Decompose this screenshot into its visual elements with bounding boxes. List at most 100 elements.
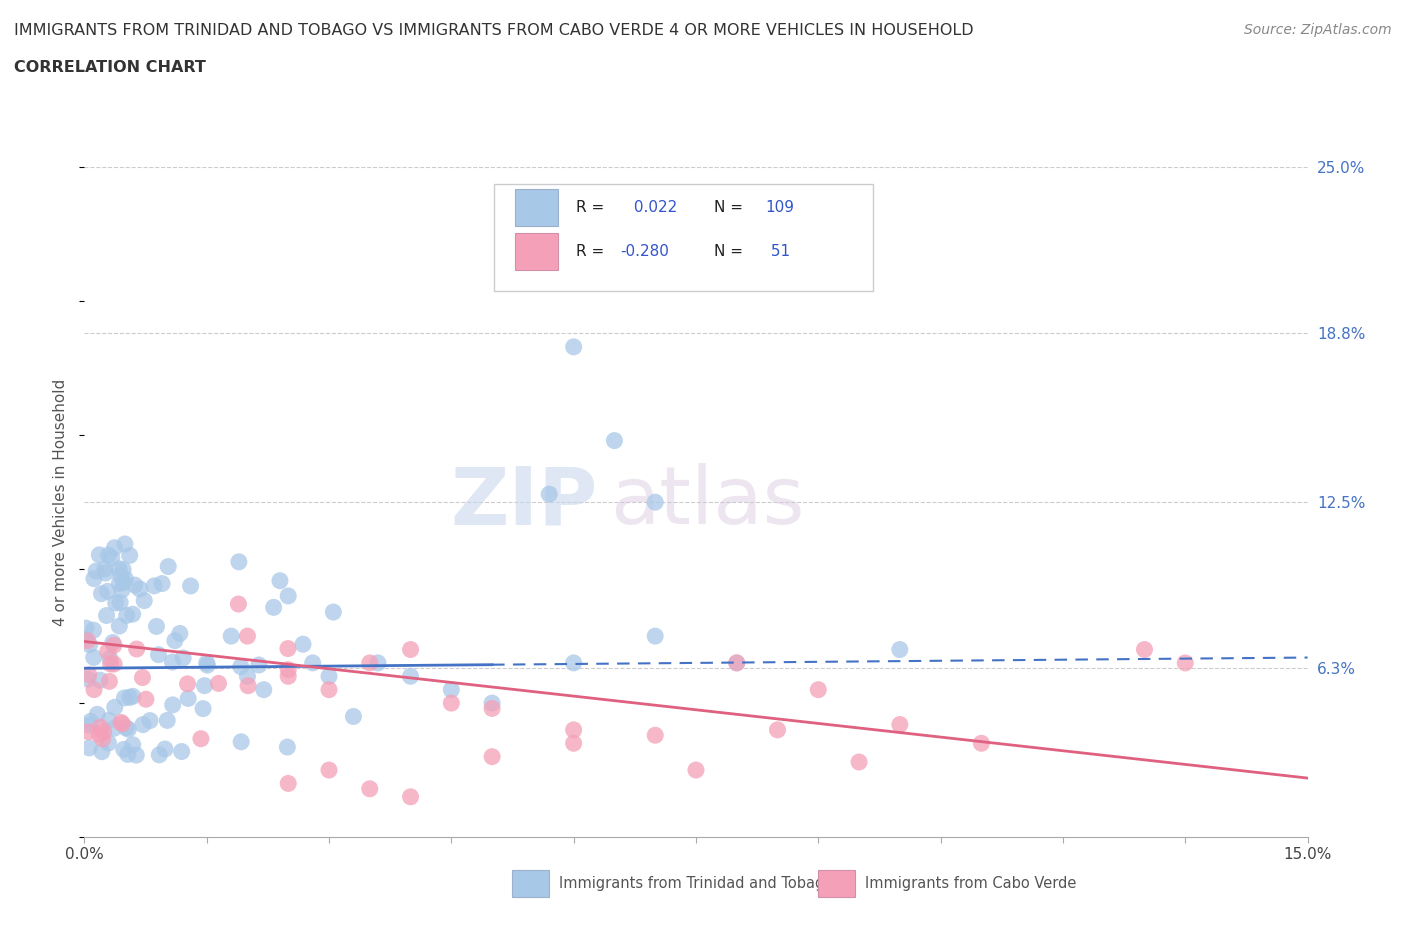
Point [219,629,242,644]
Point [644,629,666,644]
Point [114,690,136,705]
Text: 109: 109 [766,200,794,215]
Point [117,722,139,737]
Point [97,644,120,659]
Point [108,618,131,633]
Point [440,696,463,711]
Point [644,728,666,743]
Point [73,631,96,646]
Point [231,735,253,750]
Point [766,723,789,737]
Point [193,678,215,693]
Text: R =: R = [576,244,609,259]
Point [481,750,503,764]
Point [190,731,212,746]
Point [269,573,291,588]
Text: Source: ZipAtlas.com: Source: ZipAtlas.com [1244,23,1392,37]
Point [75,620,97,635]
Point [108,576,131,591]
Point [89,548,111,563]
Point [889,642,911,657]
Point [195,656,218,671]
Point [481,696,503,711]
Point [277,776,299,790]
Point [440,683,463,698]
Point [101,551,124,565]
Point [562,736,585,751]
Text: atlas: atlas [610,463,804,541]
Point [163,633,186,648]
Point [104,700,127,715]
Point [77,740,100,755]
Point [114,537,136,551]
Point [103,638,125,653]
Point [83,650,105,665]
Point [84,564,107,578]
Point [115,608,138,623]
Text: -0.280: -0.280 [620,244,669,259]
Point [89,727,111,742]
Point [399,790,422,804]
Point [83,682,105,697]
Point [97,713,120,728]
Point [359,781,381,796]
Point [399,669,422,684]
Point [263,600,285,615]
Text: Immigrants from Trinidad and Tobago: Immigrants from Trinidad and Tobago [560,876,834,891]
Point [143,578,166,593]
Point [562,339,585,354]
Point [301,656,323,671]
Point [110,568,132,583]
Point [277,662,299,677]
Point [112,575,135,590]
Bar [513,870,550,897]
Point [77,668,100,683]
Point [91,732,114,747]
Text: 0.022: 0.022 [628,200,676,215]
Point [562,656,585,671]
Point [89,720,111,735]
Point [148,748,170,763]
Point [236,678,259,693]
Point [148,647,170,662]
Point [128,581,150,596]
Point [103,721,125,736]
Point [162,698,184,712]
Point [359,656,381,671]
Point [807,683,830,698]
Point [197,658,219,672]
Point [97,584,120,599]
Point [134,593,156,608]
Point [562,723,585,737]
Point [135,692,157,707]
Point [112,563,135,578]
Point [229,659,252,674]
Point [77,718,100,733]
Point [318,669,340,684]
Text: R =: R = [576,200,609,215]
Text: Immigrants from Cabo Verde: Immigrants from Cabo Verde [865,876,1076,891]
Point [277,589,299,604]
Point [276,739,298,754]
Point [207,676,229,691]
Point [125,748,148,763]
Point [277,669,299,684]
Point [156,713,179,728]
Point [83,571,105,586]
Point [145,619,167,634]
Point [162,655,184,670]
Point [79,637,101,652]
Point [90,586,112,601]
Point [111,582,134,597]
Text: N =: N = [714,200,748,215]
Point [157,559,180,574]
Point [292,637,315,652]
Text: N =: N = [714,244,748,259]
Point [970,736,993,751]
Point [848,754,870,769]
Point [115,721,138,736]
Point [236,669,259,684]
Point [247,658,270,672]
Point [104,595,127,610]
Point [177,691,200,706]
